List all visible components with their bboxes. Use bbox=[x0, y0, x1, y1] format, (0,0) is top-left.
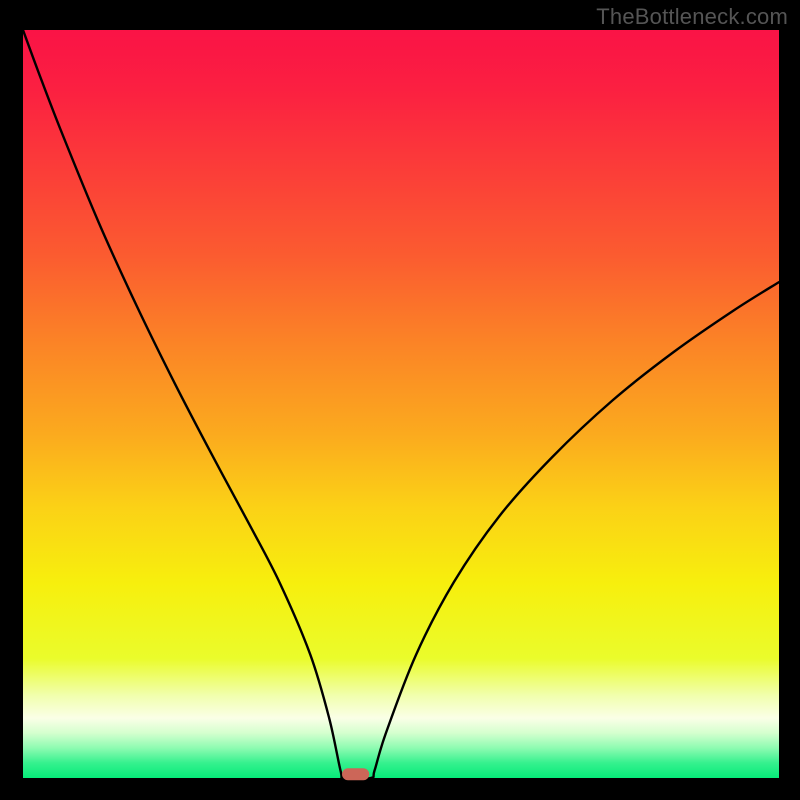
minimum-marker bbox=[342, 768, 369, 780]
watermark-label: TheBottleneck.com bbox=[596, 4, 788, 30]
plot-gradient-background bbox=[23, 30, 779, 778]
chart-container: TheBottleneck.com bbox=[0, 0, 800, 800]
bottleneck-chart bbox=[0, 0, 800, 800]
